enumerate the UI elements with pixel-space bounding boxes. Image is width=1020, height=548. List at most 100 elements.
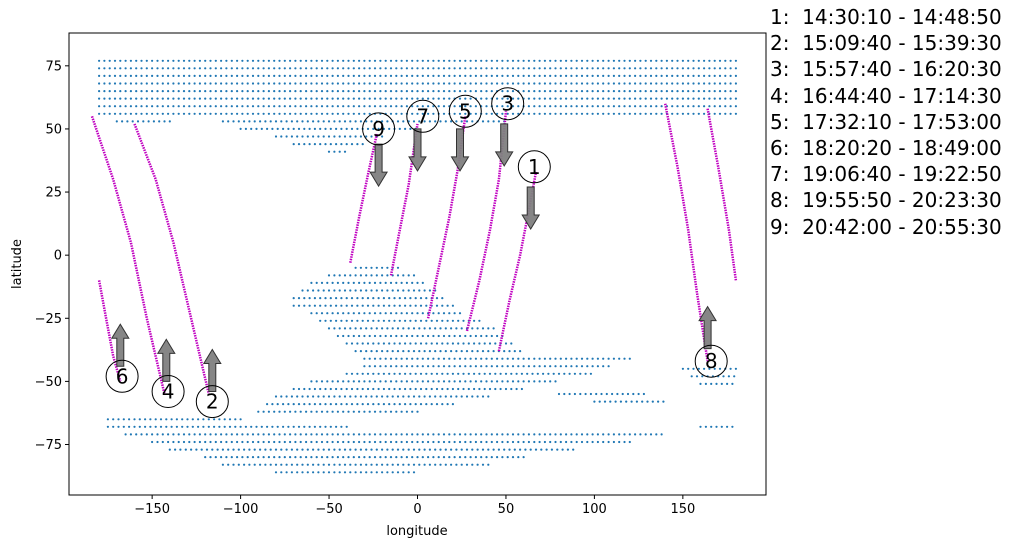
coverage-point (480, 440, 483, 444)
coverage-point (329, 319, 332, 322)
coverage-point (427, 74, 430, 77)
coverage-point (317, 471, 320, 474)
marker-label-6: 6 (116, 364, 129, 388)
coverage-point (363, 59, 366, 62)
coverage-point (365, 327, 368, 330)
coverage-point (333, 289, 336, 292)
coverage-point (225, 440, 228, 444)
coverage-point (511, 112, 515, 115)
coverage-point (151, 90, 154, 93)
coverage-point (305, 90, 308, 93)
coverage-point (731, 382, 734, 385)
coverage-point (347, 410, 350, 413)
coverage-point (614, 400, 617, 403)
coverage-point (483, 372, 486, 375)
coverage-point (398, 403, 401, 406)
coverage-point (278, 456, 281, 459)
coverage-point (448, 67, 451, 70)
coverage-point (358, 433, 361, 436)
coverage-point (602, 67, 605, 70)
coverage-point (623, 440, 626, 444)
coverage-point (356, 387, 359, 391)
coverage-point (485, 433, 488, 436)
coverage-point (336, 82, 339, 85)
coverage-point (113, 105, 117, 108)
coverage-point (225, 112, 228, 115)
coverage-point (386, 266, 389, 269)
coverage-point (543, 90, 547, 93)
coverage-point (363, 433, 366, 436)
coverage-point (236, 74, 239, 77)
coverage-point (214, 105, 217, 108)
coverage-point (533, 74, 536, 77)
coverage-point (444, 350, 447, 353)
coverage-point (113, 74, 117, 77)
coverage-point (398, 387, 401, 391)
coverage-point (347, 440, 350, 444)
coverage-point (168, 120, 171, 123)
coverage-point (435, 297, 439, 300)
coverage-point (697, 105, 700, 108)
coverage-point (241, 82, 244, 85)
coverage-point (375, 471, 378, 474)
coverage-point (649, 105, 653, 108)
y-tick-label: 50 (45, 122, 62, 137)
coverage-point (442, 312, 446, 315)
coverage-point (395, 82, 398, 85)
coverage-point (596, 97, 600, 100)
coverage-point (586, 90, 589, 93)
coverage-point (442, 456, 446, 459)
coverage-point (559, 97, 562, 100)
coverage-point (448, 334, 451, 338)
direction-arrow-2 (202, 348, 222, 392)
coverage-point (697, 74, 700, 77)
direction-arrow-7 (408, 128, 427, 172)
coverage-point (432, 90, 435, 93)
coverage-point (559, 357, 562, 360)
coverage-point (379, 74, 382, 77)
coverage-point (297, 127, 301, 130)
coverage-point (352, 90, 355, 93)
coverage-point (439, 463, 442, 466)
coverage-point (370, 463, 373, 466)
coverage-point (368, 410, 371, 413)
coverage-point (227, 448, 230, 451)
coverage-point (655, 112, 658, 115)
coverage-point (349, 327, 352, 330)
coverage-point (352, 59, 355, 62)
coverage-point (407, 395, 410, 398)
coverage-point (527, 82, 531, 85)
coverage-point (172, 90, 175, 93)
coverage-point (236, 59, 239, 62)
coverage-point (204, 112, 207, 115)
coverage-point (605, 392, 608, 396)
coverage-point (407, 350, 410, 353)
coverage-point (278, 90, 281, 93)
coverage-point (681, 74, 685, 77)
coverage-point (453, 105, 456, 108)
coverage-point (389, 74, 393, 77)
coverage-point (386, 274, 389, 277)
coverage-point (336, 334, 339, 338)
coverage-point (731, 425, 734, 428)
coverage-point (474, 433, 477, 436)
coverage-point (458, 74, 462, 77)
coverage-point (282, 127, 285, 130)
coverage-point (299, 97, 302, 100)
coverage-point (290, 135, 293, 138)
coverage-point (485, 82, 488, 85)
coverage-point (487, 327, 490, 330)
coverage-point (639, 82, 642, 85)
coverage-point (241, 59, 244, 62)
coverage-point (396, 463, 400, 466)
coverage-point (425, 304, 428, 307)
coverage-point (230, 433, 233, 436)
coverage-point (190, 448, 193, 451)
coverage-point (140, 59, 143, 62)
coverage-point (156, 82, 159, 85)
coverage-point (448, 90, 451, 93)
coverage-point (416, 82, 419, 85)
coverage-point (290, 395, 293, 398)
coverage-point (455, 350, 458, 353)
coverage-point (329, 304, 332, 307)
